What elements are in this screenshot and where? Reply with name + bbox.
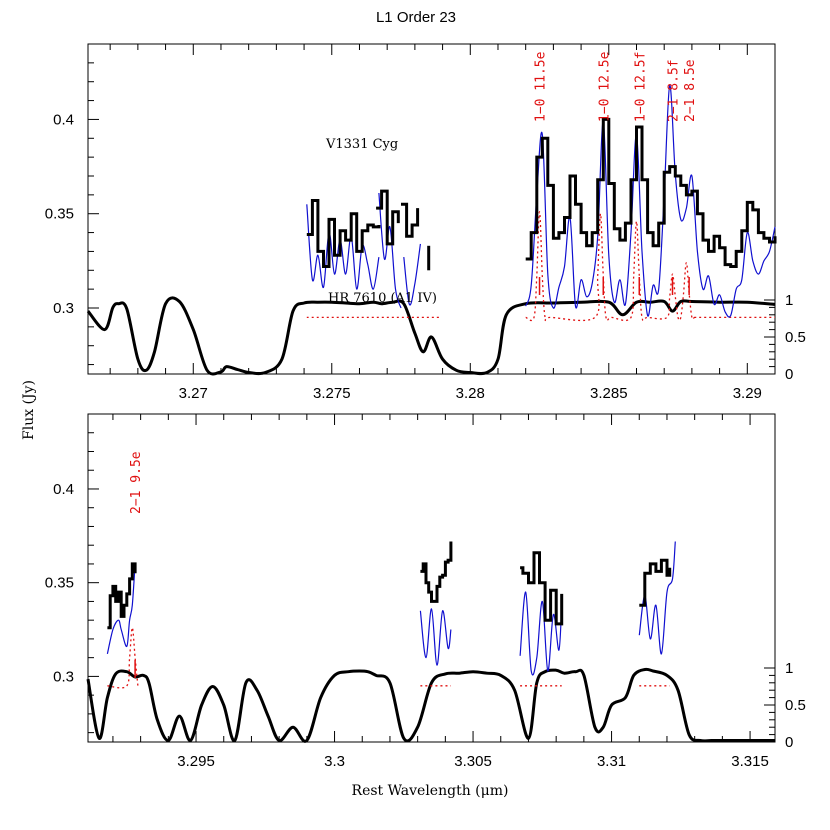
series-observed — [420, 541, 453, 603]
line-id-label: 1−0 11.5e — [534, 51, 549, 122]
line-id-label: 1−0 12.5f — [633, 52, 648, 122]
right-tick-label: 0.5 — [785, 329, 806, 346]
series-model — [519, 591, 563, 676]
series-observed — [520, 551, 564, 626]
x-tick-label: 3.295 — [177, 753, 215, 770]
series-telluric — [86, 667, 775, 743]
series-observed — [107, 562, 137, 630]
series-model — [525, 84, 776, 318]
series-observed — [401, 202, 420, 238]
series-observed — [639, 558, 672, 607]
line-id-label: 2−1 8.5f — [667, 59, 682, 122]
y-tick-label: 0.3 — [53, 668, 74, 685]
right-tick-label: 0.5 — [785, 697, 806, 714]
y-tick-label: 0.4 — [53, 111, 74, 128]
plot-frame — [87, 413, 776, 743]
series-model — [306, 204, 380, 290]
x-tick-label: 3.275 — [313, 385, 351, 402]
right-tick-label: 1 — [785, 292, 793, 309]
x-tick-label: 3.28 — [456, 385, 485, 402]
line-id-label: 2−1 9.5e — [129, 451, 144, 514]
x-axis-label: Rest Wavelength (μm) — [352, 783, 509, 799]
x-tick-label: 3.305 — [454, 753, 492, 770]
figure-title: L1 Order 23 — [376, 9, 456, 26]
standard-label: HR 7610 (A1 IV) — [328, 291, 437, 306]
series-model — [378, 192, 402, 309]
x-tick-label: 3.29 — [733, 385, 762, 402]
series-model — [106, 563, 136, 655]
right-tick-label: 0 — [785, 734, 793, 751]
plot-frame — [87, 43, 776, 375]
target-label: V1331 Cyg — [325, 137, 398, 152]
x-tick-label: 3.315 — [731, 753, 769, 770]
y-tick-label: 0.3 — [53, 300, 74, 317]
right-tick-label: 0 — [785, 366, 793, 383]
line-id-label: 1−0 12.5e — [597, 51, 612, 122]
x-tick-label: 3.31 — [597, 753, 626, 770]
line-id-label: 2−1 8.5e — [683, 59, 698, 122]
series-observed — [525, 117, 777, 268]
y-tick-label: 0.35 — [45, 575, 74, 592]
y-tick-label: 0.35 — [45, 206, 74, 223]
x-tick-label: 3.285 — [590, 385, 628, 402]
series-telluric — [86, 296, 776, 376]
right-tick-label: 1 — [785, 660, 793, 677]
y-tick-label: 0.4 — [53, 481, 74, 498]
top-panel: 3.27 3.275 3.28 3.285 3.29 0.3 0.35 0.4 0 0.5 1 1−0… — [45, 43, 806, 402]
series-model — [403, 243, 421, 306]
series-observed — [376, 189, 400, 246]
y-axis-label: Flux (Jy) — [21, 380, 37, 440]
series-model — [419, 608, 452, 666]
series-observed — [306, 199, 381, 268]
x-tick-label: 3.3 — [324, 753, 345, 770]
x-tick-label: 3.27 — [179, 385, 208, 402]
bottom-panel: 3.295 3.3 3.305 3.31 3.315 0.3 0.35 0.4 0 0.5 1 2−1… — [45, 413, 806, 770]
series-dotted — [525, 211, 775, 322]
